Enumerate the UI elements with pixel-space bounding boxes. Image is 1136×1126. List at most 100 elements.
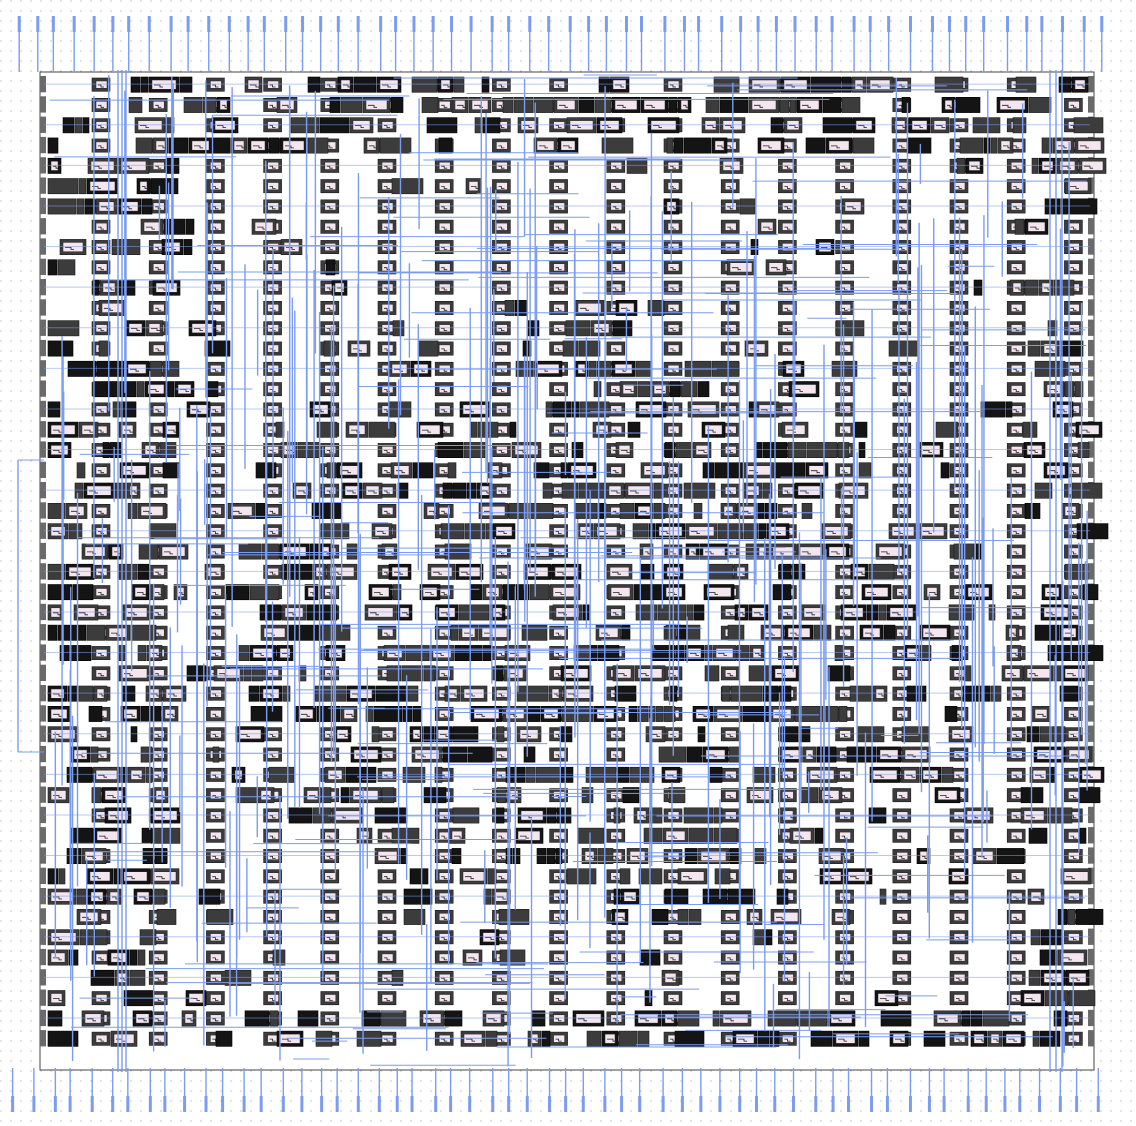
logic-cell [640, 462, 669, 479]
cell-body [450, 624, 459, 641]
row-endcap-left [40, 685, 46, 702]
cell-body [805, 137, 826, 154]
row-endcap-right [1088, 380, 1094, 397]
logic-cell [202, 97, 217, 113]
inverter-like-glyph-icon [65, 247, 74, 250]
logic-cell [127, 502, 138, 519]
logic-cell [883, 624, 896, 641]
logic-cell [412, 462, 434, 479]
cell-body [390, 97, 404, 113]
row-endcap-right [1088, 96, 1094, 113]
cell-core [667, 182, 680, 191]
standard-cell [892, 138, 912, 153]
cell-core [89, 181, 116, 192]
logic-cell [685, 543, 700, 560]
inverter-like-glyph-icon [898, 206, 905, 210]
logic-cell [1068, 198, 1098, 215]
row-endcap-left [40, 989, 46, 1006]
cell-body [578, 97, 595, 113]
standard-cell [1064, 544, 1083, 559]
logic-cell [362, 97, 391, 113]
logic-cell [368, 421, 396, 438]
inverter-like-glyph-icon [212, 206, 219, 210]
logic-cell [983, 137, 991, 154]
cell-core [1077, 140, 1102, 151]
logic-cell [964, 584, 993, 601]
logic-cell [1059, 340, 1084, 357]
row-endcap-left [40, 583, 46, 600]
inverter-like-glyph-icon [858, 125, 867, 128]
logic-cell [1024, 218, 1049, 235]
logic-cell [76, 462, 86, 479]
cell-body [168, 137, 189, 154]
logic-cell [47, 137, 59, 154]
cell-body [288, 624, 321, 641]
logic-cell [59, 645, 70, 662]
logic-cell [513, 97, 534, 113]
logic-cell [421, 97, 439, 113]
logic-cell [601, 137, 634, 154]
logic-cell [529, 584, 550, 601]
logic-cell [349, 787, 382, 804]
cell-core [152, 101, 165, 109]
logic-cell [1078, 787, 1101, 804]
logic-cell [594, 97, 612, 113]
logic-cell [514, 299, 528, 316]
logic-cell [633, 584, 663, 601]
logic-cell [478, 624, 511, 641]
standard-cell [835, 341, 854, 356]
cell-body [1028, 97, 1052, 113]
inverter-like-glyph-icon [1013, 165, 1020, 169]
inverter-like-glyph-icon [555, 267, 562, 271]
standard-cell [206, 300, 225, 315]
inverter-like-glyph-icon [498, 145, 505, 149]
inverter-like-glyph-icon [1002, 104, 1011, 108]
standard-cell [835, 422, 854, 437]
logic-cell [686, 624, 701, 641]
inverter-like-glyph-icon [269, 247, 276, 250]
cell-body [655, 705, 664, 722]
logic-cell [162, 462, 180, 479]
cell-body [637, 381, 651, 398]
cell-body [401, 665, 424, 682]
logic-cell [47, 340, 74, 357]
logic-cell [477, 421, 487, 438]
standard-cell [1064, 98, 1083, 112]
cell-core [553, 263, 565, 272]
cell-body [98, 340, 110, 357]
cell-body [454, 645, 483, 662]
inverter-like-glyph-icon [898, 226, 905, 230]
cell-body [381, 787, 395, 804]
inverter-like-glyph-icon [784, 206, 791, 210]
row-endcap-left [40, 299, 46, 316]
row-endcap-right [1088, 948, 1094, 966]
logic-cell [693, 502, 703, 519]
logic-cell [47, 259, 58, 276]
logic-cell [423, 665, 436, 682]
inverter-like-glyph-icon [1013, 267, 1020, 271]
inverter-like-glyph-icon [914, 125, 923, 128]
cell-core [95, 263, 108, 272]
inverter-like-glyph-icon [784, 226, 791, 230]
logic-cell [801, 502, 813, 519]
cell-body [1068, 198, 1098, 215]
logic-cell [658, 746, 687, 763]
standard-cell [320, 382, 340, 397]
cell-body [486, 421, 499, 438]
cell-body [212, 746, 220, 763]
standard-cell [606, 219, 626, 234]
inverter-like-glyph-icon [1013, 247, 1020, 250]
logic-cell [379, 137, 412, 154]
row-endcap-right [1088, 299, 1094, 316]
row-endcap-left [40, 502, 46, 519]
standard-cell [663, 341, 683, 356]
logic-cell [940, 462, 950, 479]
cell-core [210, 182, 222, 191]
row-endcap-left [40, 421, 46, 438]
standard-cell [206, 788, 225, 803]
cell-body [983, 137, 991, 154]
row-endcap-left [40, 400, 46, 418]
logic-cell [47, 624, 58, 641]
inverter-like-glyph-icon [1058, 145, 1067, 149]
